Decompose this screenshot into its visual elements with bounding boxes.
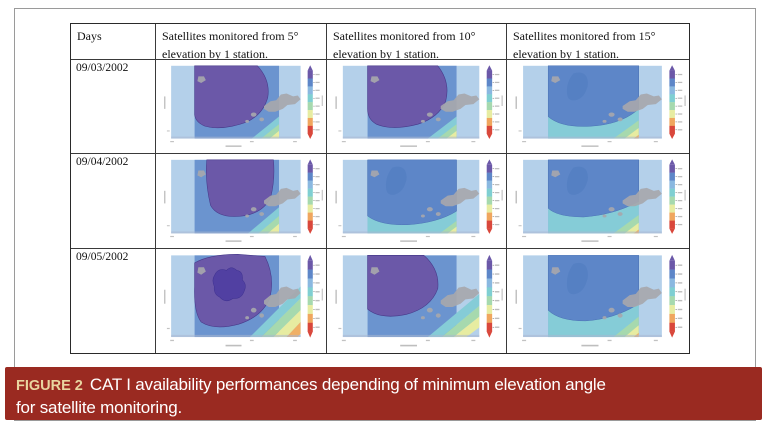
date-label: 09/03/2002 xyxy=(71,60,156,154)
header-elevation-10: Satellites monitored from 10° elevation … xyxy=(327,24,507,60)
availability-map-plot xyxy=(515,159,686,242)
availability-map xyxy=(156,249,327,353)
availability-map-plot xyxy=(335,159,503,242)
availability-map-plot xyxy=(335,65,503,147)
header-days: Days xyxy=(71,24,156,60)
availability-map xyxy=(327,154,507,249)
availability-map xyxy=(507,154,689,249)
availability-map xyxy=(327,249,507,353)
availability-map xyxy=(507,249,689,353)
availability-map-plot xyxy=(164,159,323,242)
figure-caption: FIGURE 2 CAT I availability performances … xyxy=(16,374,620,418)
availability-map xyxy=(156,154,327,249)
availability-map-plot xyxy=(515,65,686,147)
availability-map xyxy=(156,60,327,154)
availability-map-plot xyxy=(335,254,503,347)
header-elevation-15: Satellites monitored from 15° elevation … xyxy=(507,24,689,60)
availability-map xyxy=(327,60,507,154)
date-label: 09/04/2002 xyxy=(71,154,156,249)
figure-panel: Days Satellites monitored from 5° elevat… xyxy=(14,8,756,421)
availability-map-plot xyxy=(515,254,686,347)
figure-caption-bar: FIGURE 2 CAT I availability performances … xyxy=(5,367,762,420)
availability-map-plot xyxy=(164,253,323,347)
availability-table: Days Satellites monitored from 5° elevat… xyxy=(70,23,690,354)
availability-map xyxy=(507,60,689,154)
header-elevation-5: Satellites monitored from 5° elevation b… xyxy=(156,24,327,60)
date-label: 09/05/2002 xyxy=(71,249,156,353)
availability-map-plot xyxy=(164,65,323,147)
figure-caption-label: FIGURE 2 xyxy=(16,378,83,394)
figure-caption-body: CAT I availability performances dependin… xyxy=(16,375,606,417)
